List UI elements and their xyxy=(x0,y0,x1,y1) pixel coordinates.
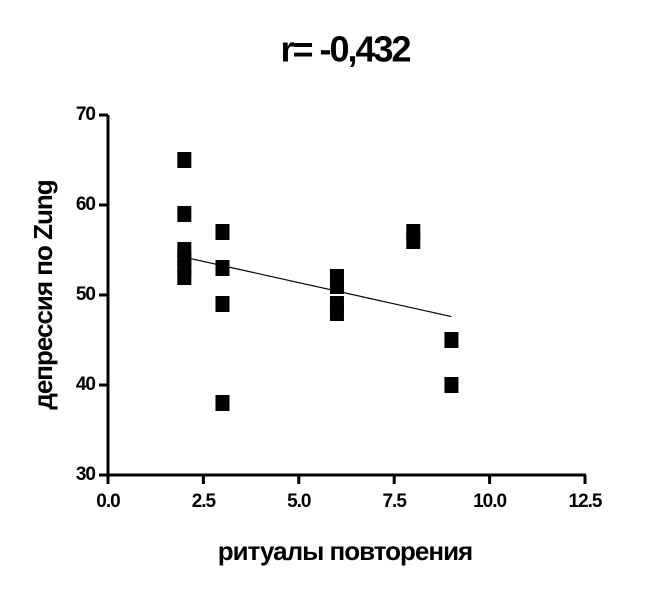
x-tick-label: 2.5 xyxy=(192,491,217,512)
point xyxy=(215,224,230,240)
x-tick-label: 7.5 xyxy=(382,491,407,512)
chart-title: r= -0,432 xyxy=(280,29,410,70)
y-axis-title: депрессия по Zung xyxy=(28,180,58,409)
point xyxy=(329,278,344,294)
y-tick-label: 40 xyxy=(76,374,96,395)
point xyxy=(215,296,230,312)
x-tick-label: 5.0 xyxy=(287,491,311,512)
y-tick-label: 50 xyxy=(76,284,96,305)
y-tick-label: 70 xyxy=(76,104,96,125)
point xyxy=(406,233,421,249)
point xyxy=(177,206,192,222)
x-tick-label: 0.0 xyxy=(96,491,120,512)
point xyxy=(444,377,459,393)
x-tick-label: 10.0 xyxy=(473,491,506,512)
point xyxy=(329,305,344,321)
point xyxy=(215,395,230,411)
y-tick-label: 60 xyxy=(76,194,96,215)
point xyxy=(177,269,192,285)
point xyxy=(444,332,459,348)
x-axis-title: ритуалы повторения xyxy=(218,536,472,566)
point xyxy=(177,152,192,168)
x-tick-label: 12.5 xyxy=(569,491,603,512)
point xyxy=(215,260,230,276)
y-tick-label: 30 xyxy=(76,464,96,485)
